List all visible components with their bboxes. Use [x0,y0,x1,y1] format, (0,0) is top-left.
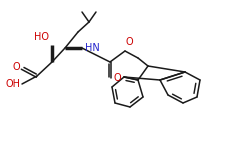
Text: O: O [126,37,134,47]
Text: HO: HO [34,32,49,42]
Text: O: O [113,73,121,83]
Text: OH: OH [5,79,20,89]
Text: O: O [12,62,20,72]
Text: HN: HN [85,43,100,53]
